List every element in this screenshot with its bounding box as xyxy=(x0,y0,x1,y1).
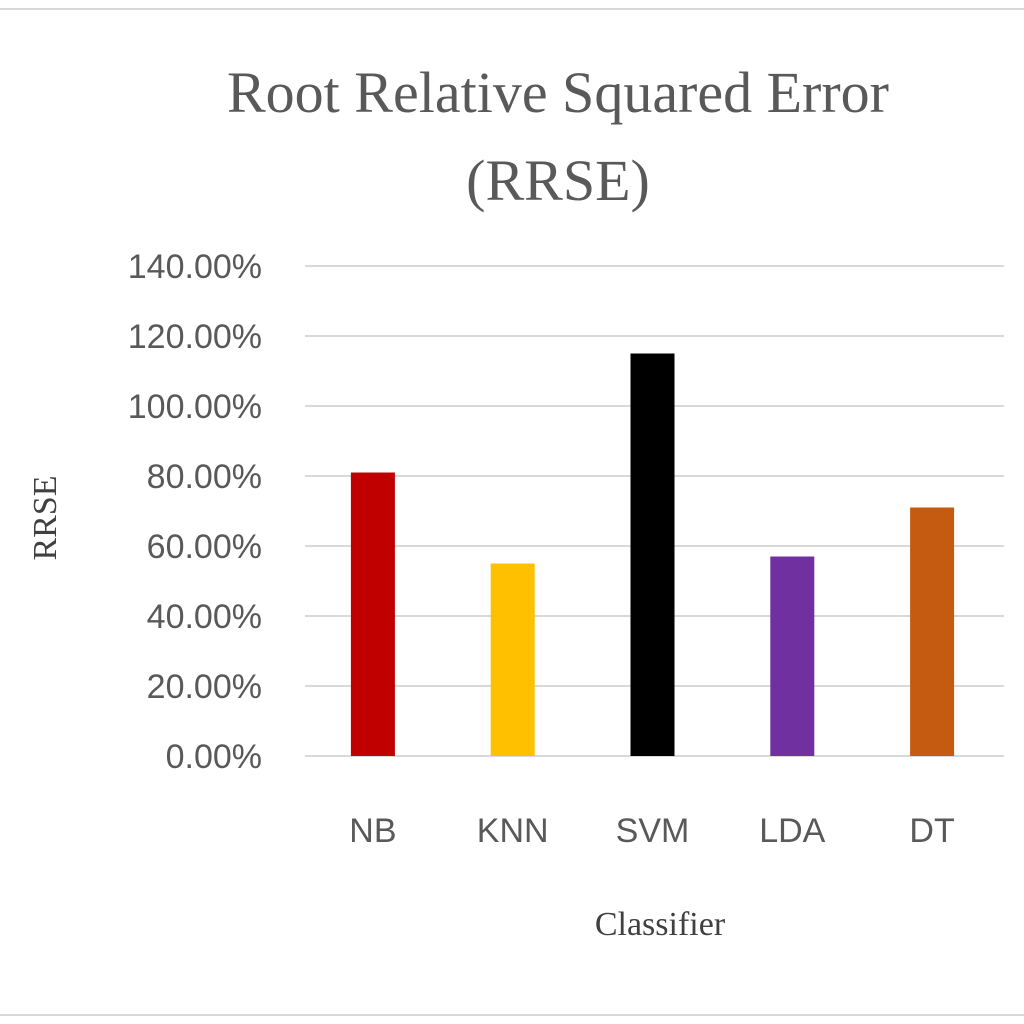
y-axis-tick-labels: 0.00% 20.00% 40.00% 60.00% 80.00% 100.00% 120.… xyxy=(128,248,262,776)
chart-title-line-2: (RRSE) xyxy=(466,148,650,213)
x-axis-label: Classifier xyxy=(595,906,726,943)
y-tick-label: 120.00% xyxy=(128,318,262,356)
y-tick-label: 40.00% xyxy=(147,598,262,636)
x-tick-label-knn: KNN xyxy=(477,812,549,850)
x-tick-label-lda: LDA xyxy=(759,812,825,850)
y-tick-label: 80.00% xyxy=(147,458,262,496)
bar-svm xyxy=(630,353,675,756)
bar-dt xyxy=(910,507,955,756)
y-tick-label: 0.00% xyxy=(166,738,262,776)
x-tick-label-dt: DT xyxy=(909,812,954,850)
bar-knn xyxy=(490,563,535,756)
y-tick-label: 100.00% xyxy=(128,388,262,426)
y-axis-label: RRSE xyxy=(27,475,64,560)
x-tick-label-nb: NB xyxy=(349,812,396,850)
y-tick-label: 60.00% xyxy=(147,528,262,566)
x-tick-label-svm: SVM xyxy=(616,812,690,850)
y-tick-label: 20.00% xyxy=(147,668,262,706)
y-tick-label: 140.00% xyxy=(128,248,262,286)
bars xyxy=(350,353,955,756)
x-axis-category-labels: NB KNN SVM LDA DT xyxy=(349,812,954,850)
bar-lda xyxy=(770,556,815,756)
chart-title-line-1: Root Relative Squared Error xyxy=(227,60,889,125)
bar-nb xyxy=(350,472,395,756)
